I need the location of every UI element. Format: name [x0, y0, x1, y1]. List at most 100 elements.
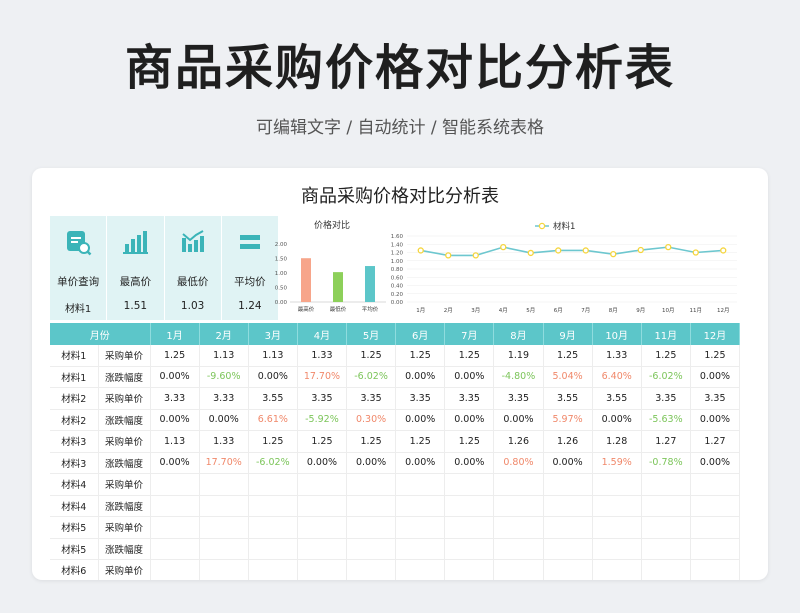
table-cell[interactable] — [493, 516, 544, 539]
table-cell[interactable]: 3.35 — [297, 387, 348, 410]
table-cell[interactable] — [641, 559, 691, 580]
table-cell[interactable] — [493, 538, 544, 560]
table-cell[interactable]: 1.26 — [543, 430, 593, 453]
table-cell[interactable]: 1.25 — [444, 430, 495, 453]
table-cell[interactable] — [150, 538, 200, 560]
table-cell[interactable] — [444, 473, 495, 496]
table-cell[interactable] — [346, 559, 397, 580]
table-cell[interactable]: 3.35 — [641, 387, 691, 410]
table-cell[interactable] — [199, 559, 249, 580]
table-cell[interactable]: 1.25 — [641, 345, 691, 367]
table-cell[interactable]: 1.13 — [150, 430, 200, 453]
table-cell[interactable]: 6.61% — [248, 409, 298, 431]
table-cell[interactable] — [493, 473, 544, 496]
table-cell[interactable]: 0.00% — [248, 366, 298, 388]
table-cell[interactable] — [690, 473, 741, 496]
table-cell[interactable] — [150, 516, 200, 539]
table-cell[interactable] — [690, 516, 741, 539]
table-cell[interactable] — [346, 538, 397, 560]
table-cell[interactable]: -6.02% — [346, 366, 397, 388]
table-cell[interactable] — [395, 538, 446, 560]
table-cell[interactable] — [199, 538, 249, 560]
table-cell[interactable]: 0.00% — [150, 409, 200, 431]
table-cell[interactable]: 1.26 — [493, 430, 544, 453]
table-cell[interactable] — [248, 473, 298, 496]
table-cell[interactable] — [493, 495, 544, 517]
table-cell[interactable] — [248, 495, 298, 517]
table-cell[interactable]: -6.02% — [248, 452, 298, 474]
table-cell[interactable] — [641, 473, 691, 496]
table-cell[interactable]: 1.33 — [592, 345, 642, 367]
table-cell[interactable]: 0.00% — [395, 366, 446, 388]
table-cell[interactable]: 3.35 — [493, 387, 544, 410]
table-cell[interactable] — [592, 473, 642, 496]
table-cell[interactable] — [444, 516, 495, 539]
table-cell[interactable]: 0.00% — [395, 452, 446, 474]
table-cell[interactable] — [297, 516, 348, 539]
table-cell[interactable]: 0.00% — [297, 452, 348, 474]
table-cell[interactable]: -9.60% — [199, 366, 249, 388]
table-cell[interactable] — [592, 559, 642, 580]
table-cell[interactable] — [248, 559, 298, 580]
table-cell[interactable] — [248, 516, 298, 539]
table-cell[interactable] — [592, 495, 642, 517]
table-cell[interactable] — [543, 473, 593, 496]
table-cell[interactable] — [199, 495, 249, 517]
table-cell[interactable]: 0.00% — [690, 409, 741, 431]
table-cell[interactable]: -0.78% — [641, 452, 691, 474]
table-cell[interactable]: 1.25 — [395, 345, 446, 367]
table-cell[interactable]: 1.33 — [199, 430, 249, 453]
table-cell[interactable] — [395, 495, 446, 517]
table-cell[interactable] — [690, 495, 741, 517]
table-cell[interactable] — [641, 495, 691, 517]
table-cell[interactable] — [297, 559, 348, 580]
table-cell[interactable]: 0.00% — [199, 409, 249, 431]
table-cell[interactable]: 0.00% — [346, 452, 397, 474]
table-cell[interactable]: -6.02% — [641, 366, 691, 388]
table-cell[interactable] — [444, 559, 495, 580]
table-cell[interactable] — [346, 473, 397, 496]
table-cell[interactable]: 0.00% — [543, 452, 593, 474]
table-cell[interactable]: 1.27 — [690, 430, 741, 453]
table-cell[interactable] — [199, 473, 249, 496]
table-cell[interactable]: 1.25 — [395, 430, 446, 453]
table-cell[interactable]: 3.33 — [199, 387, 249, 410]
table-cell[interactable]: 0.80% — [493, 452, 544, 474]
table-cell[interactable] — [199, 516, 249, 539]
table-cell[interactable]: 5.97% — [543, 409, 593, 431]
table-cell[interactable]: 0.00% — [395, 409, 446, 431]
kpi-value[interactable]: 材料1 — [64, 304, 92, 315]
table-cell[interactable]: 1.27 — [641, 430, 691, 453]
table-cell[interactable]: 1.25 — [346, 345, 397, 367]
table-cell[interactable]: 1.25 — [690, 345, 741, 367]
table-cell[interactable]: 0.00% — [444, 366, 495, 388]
table-cell[interactable]: 17.70% — [297, 366, 348, 388]
table-cell[interactable]: 0.00% — [690, 366, 741, 388]
table-cell[interactable]: 1.13 — [199, 345, 249, 367]
table-cell[interactable]: 3.33 — [150, 387, 200, 410]
table-cell[interactable] — [543, 516, 593, 539]
table-cell[interactable]: 0.00% — [444, 409, 495, 431]
table-cell[interactable] — [444, 495, 495, 517]
table-cell[interactable]: 0.00% — [690, 452, 741, 474]
table-cell[interactable] — [395, 473, 446, 496]
table-cell[interactable] — [395, 559, 446, 580]
table-cell[interactable] — [297, 473, 348, 496]
table-cell[interactable]: 1.19 — [493, 345, 544, 367]
table-cell[interactable]: 3.35 — [395, 387, 446, 410]
table-cell[interactable] — [395, 516, 446, 539]
table-cell[interactable] — [150, 559, 200, 580]
table-cell[interactable]: 1.25 — [444, 345, 495, 367]
table-cell[interactable]: 5.04% — [543, 366, 593, 388]
table-cell[interactable] — [641, 538, 691, 560]
table-cell[interactable]: 1.33 — [297, 345, 348, 367]
table-cell[interactable]: 6.40% — [592, 366, 642, 388]
table-cell[interactable] — [297, 538, 348, 560]
table-cell[interactable] — [150, 473, 200, 496]
table-cell[interactable] — [690, 538, 741, 560]
table-cell[interactable]: 1.25 — [248, 430, 298, 453]
table-cell[interactable] — [543, 495, 593, 517]
table-cell[interactable] — [346, 495, 397, 517]
table-cell[interactable]: 3.35 — [444, 387, 495, 410]
table-cell[interactable]: 1.25 — [543, 345, 593, 367]
